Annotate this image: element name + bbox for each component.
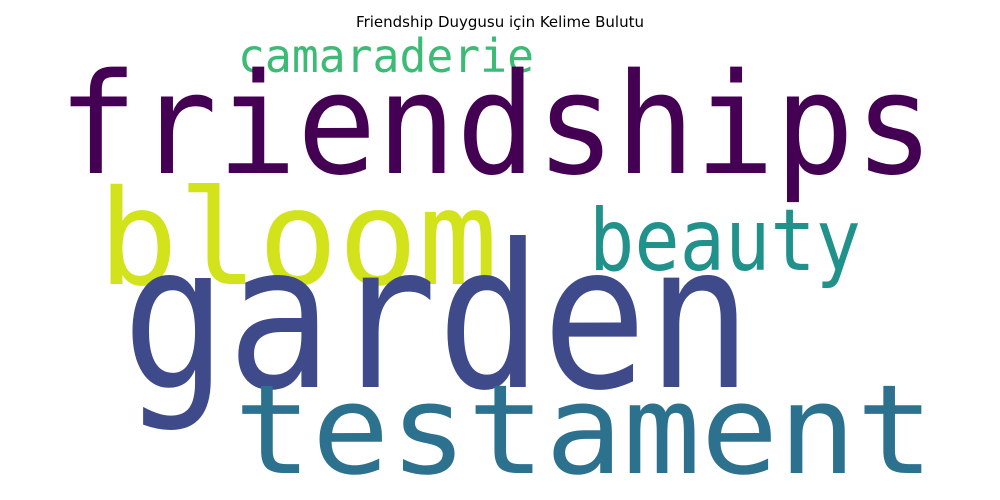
word-camaraderie: camaraderie [238,29,534,83]
word-testament: testament [234,359,934,500]
word-friendships: friendships [58,44,934,207]
word-garden: garden [122,202,752,435]
word-beauty: beauty [589,191,861,291]
word-bloom: bloom [98,162,498,316]
chart-title: Friendship Duygusu için Kelime Bulutu [356,13,644,31]
